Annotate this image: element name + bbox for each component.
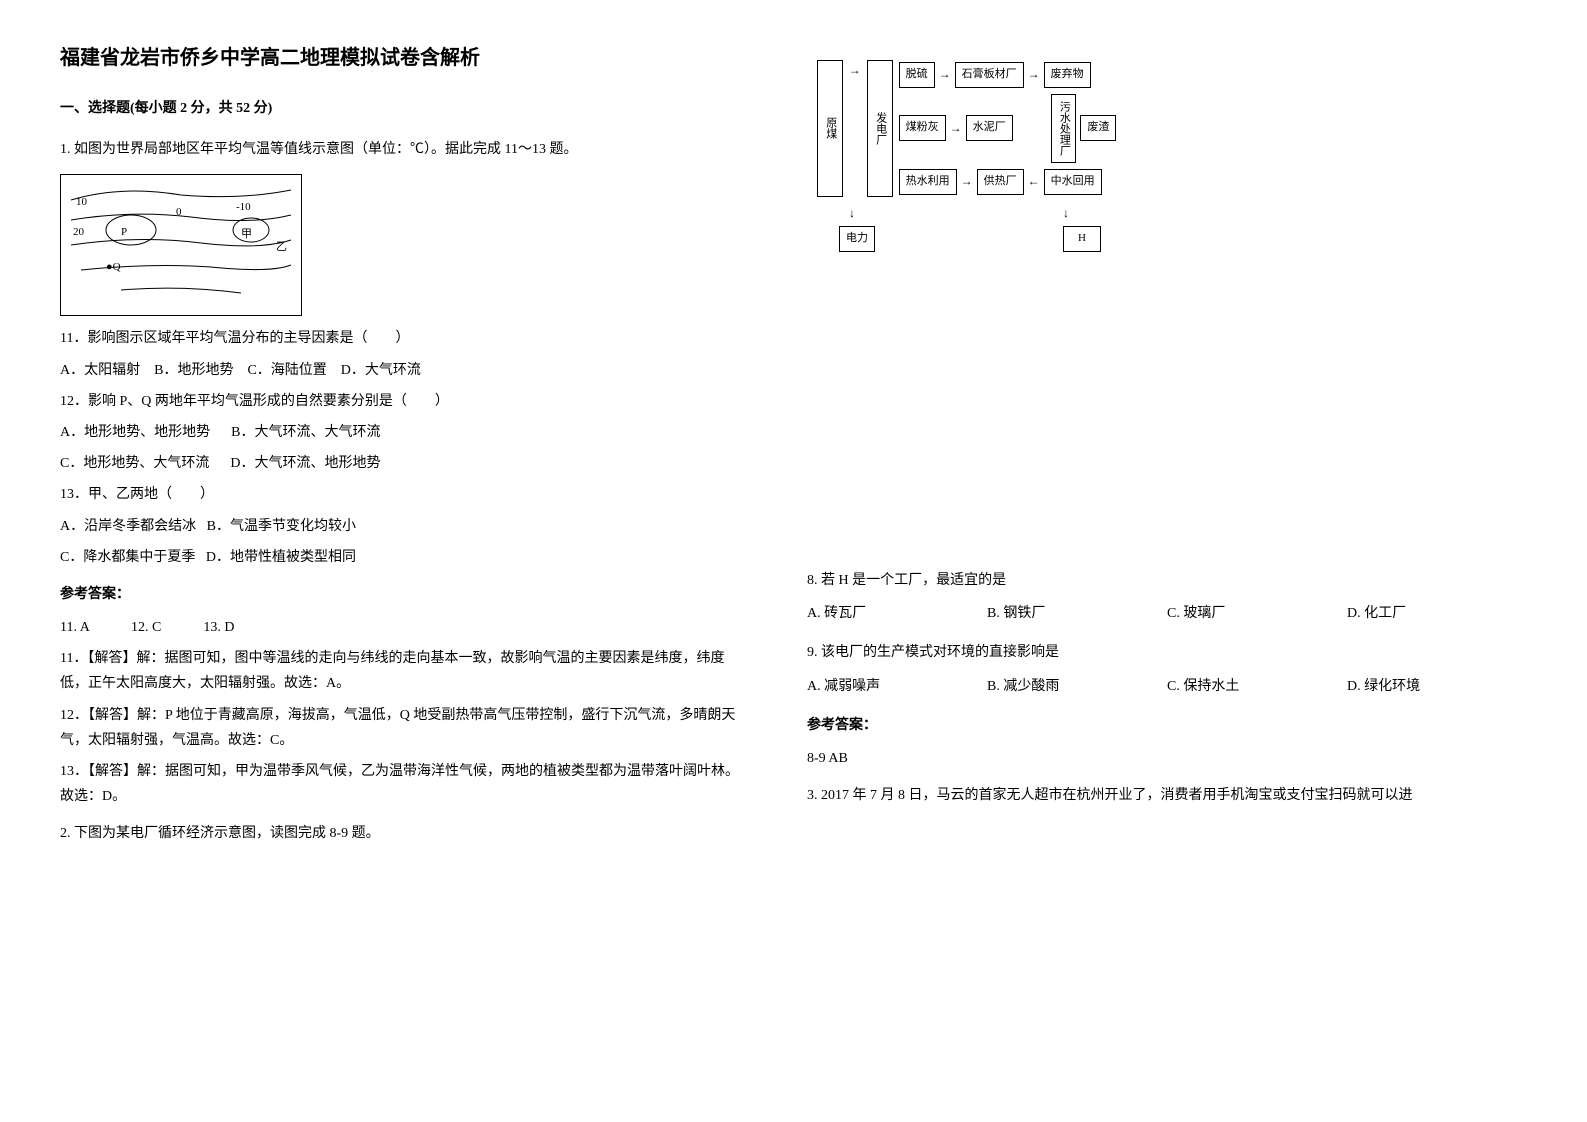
- q2-answer-line: 8-9 AB: [807, 746, 1527, 771]
- q8-opt-d: D. 化工厂: [1347, 601, 1527, 626]
- q13-explanation: 13．【解答】解：据图可知，甲为温带季风气候，乙为温带海洋性气候，两地的植被类型…: [60, 759, 747, 809]
- diagram-wushui: 污水处理厂: [1051, 94, 1077, 163]
- contour-map-svg: 10 0 -10 20 ●Q 甲 乙 P: [61, 175, 301, 315]
- q1-intro: 1. 如图为世界局部地区年平均气温等值线示意图（单位：℃）。据此完成 11～13…: [60, 137, 747, 162]
- arrow-icon: →: [961, 171, 973, 193]
- q12-text: 12．影响 P、Q 两地年平均气温形成的自然要素分别是（ ）: [60, 389, 747, 414]
- arrow-icon: →: [1028, 64, 1040, 86]
- q12-opt-c: C．地形地势、大气环流: [60, 456, 209, 471]
- q1-answer-header: 参考答案：: [60, 582, 747, 607]
- arrow-icon: →: [939, 64, 951, 86]
- svg-text:甲: 甲: [241, 228, 252, 240]
- diagram-fadian: 发电厂: [867, 60, 893, 197]
- svg-text:0: 0: [176, 206, 182, 218]
- q13-text: 13．甲、乙两地（ ）: [60, 482, 747, 507]
- diagram-shuini: 水泥厂: [966, 115, 1013, 141]
- q2-intro: 2. 下图为某电厂循环经济示意图，读图完成 8-9 题。: [60, 821, 747, 846]
- q11-text: 11．影响图示区域年平均气温分布的主导因素是（ ）: [60, 326, 747, 351]
- q12-explanation: 12．【解答】解：P 地位于青藏高原，海拔高，气温低，Q 地受副热带高气压带控制…: [60, 703, 747, 753]
- q8-opt-a: A. 砖瓦厂: [807, 601, 987, 626]
- diagram-zhongshui: 中水回用: [1044, 169, 1102, 195]
- q9-opt-c: C. 保持水土: [1167, 674, 1347, 699]
- q11-options: A．太阳辐射 B．地形地势 C．海陆位置 D．大气环流: [60, 358, 747, 383]
- q11-explanation: 11．【解答】解：据图可知，图中等温线的走向与纬线的走向基本一致，故影响气温的主…: [60, 646, 747, 696]
- svg-text:-10: -10: [236, 201, 251, 213]
- q13-opt-a: A．沿岸冬季都会结冰: [60, 519, 196, 534]
- q9-opt-b: B. 减少酸雨: [987, 674, 1167, 699]
- page-title: 福建省龙岩市侨乡中学高二地理模拟试卷含解析: [60, 40, 747, 76]
- diagram-meifenhui: 煤粉灰: [899, 115, 946, 141]
- svg-text:P: P: [121, 226, 127, 238]
- q8-opt-b: B. 钢铁厂: [987, 601, 1167, 626]
- q12-options-row1: A．地形地势、地形地势 B．大气环流、大气环流: [60, 420, 747, 445]
- q13-options-row1: A．沿岸冬季都会结冰 B．气温季节变化均较小: [60, 514, 747, 539]
- circular-economy-diagram: 原煤 → 发电厂 脱硫 → 石膏板材厂 → 废弃物 煤粉灰 → 水泥厂: [807, 50, 1167, 264]
- left-column: 福建省龙岩市侨乡中学高二地理模拟试卷含解析 一、选择题(每小题 2 分，共 52…: [60, 40, 747, 859]
- q9-opt-a: A. 减弱噪声: [807, 674, 987, 699]
- arrow-icon: →: [849, 60, 861, 197]
- svg-text:●Q: ●Q: [106, 261, 121, 273]
- q12-opt-d: D．大气环流、地形地势: [230, 456, 380, 471]
- contour-map-figure: 10 0 -10 20 ●Q 甲 乙 P: [60, 174, 302, 316]
- diagram-feiqiwu: 废弃物: [1044, 62, 1091, 88]
- arrow-icon: →: [950, 118, 962, 140]
- q12-opt-b: B．大气环流、大气环流: [231, 425, 380, 440]
- diagram-feizha: 废渣: [1080, 115, 1116, 141]
- diagram-gongre: 供热厂: [977, 169, 1024, 195]
- right-column: 原煤 → 发电厂 脱硫 → 石膏板材厂 → 废弃物 煤粉灰 → 水泥厂: [807, 40, 1527, 859]
- arrow-down-icon: ↓: [849, 203, 855, 225]
- arrow-icon: ←: [1028, 171, 1040, 193]
- q12-opt-a: A．地形地势、地形地势: [60, 425, 210, 440]
- q13-opt-d: D．地带性植被类型相同: [206, 550, 356, 565]
- q13-opt-b: B．气温季节变化均较小: [207, 519, 356, 534]
- q12-options-row2: C．地形地势、大气环流 D．大气环流、地形地势: [60, 451, 747, 476]
- section-1-header: 一、选择题(每小题 2 分，共 52 分): [60, 96, 747, 121]
- diagram-shigao: 石膏板材厂: [955, 62, 1024, 88]
- q1-answer-line: 11. A 12. C 13. D: [60, 615, 747, 640]
- q9-options: A. 减弱噪声 B. 减少酸雨 C. 保持水土 D. 绿化环境: [807, 674, 1527, 699]
- diagram-yuanmei: 原煤: [817, 60, 843, 197]
- arrow-down-icon: ↓: [1063, 203, 1069, 225]
- q13-options-row2: C．降水都集中于夏季 D．地带性植被类型相同: [60, 545, 747, 570]
- q8-options: A. 砖瓦厂 B. 钢铁厂 C. 玻璃厂 D. 化工厂: [807, 601, 1527, 626]
- svg-text:乙: 乙: [276, 240, 287, 253]
- q8-text: 8. 若 H 是一个工厂，最适宜的是: [807, 568, 1527, 593]
- q2-answer-header: 参考答案：: [807, 713, 1527, 738]
- q8-opt-c: C. 玻璃厂: [1167, 601, 1347, 626]
- diagram-dianli: 电力: [839, 226, 875, 252]
- diagram-tuoliu: 脱硫: [899, 62, 935, 88]
- svg-text:20: 20: [73, 226, 85, 238]
- diagram-h: H: [1063, 226, 1101, 252]
- q13-opt-c: C．降水都集中于夏季: [60, 550, 195, 565]
- q9-text: 9. 该电厂的生产模式对环境的直接影响是: [807, 640, 1527, 665]
- q3-intro: 3. 2017 年 7 月 8 日，马云的首家无人超市在杭州开业了，消费者用手机…: [807, 783, 1527, 808]
- q9-opt-d: D. 绿化环境: [1347, 674, 1527, 699]
- svg-text:10: 10: [76, 196, 88, 208]
- diagram-reshui: 热水利用: [899, 169, 957, 195]
